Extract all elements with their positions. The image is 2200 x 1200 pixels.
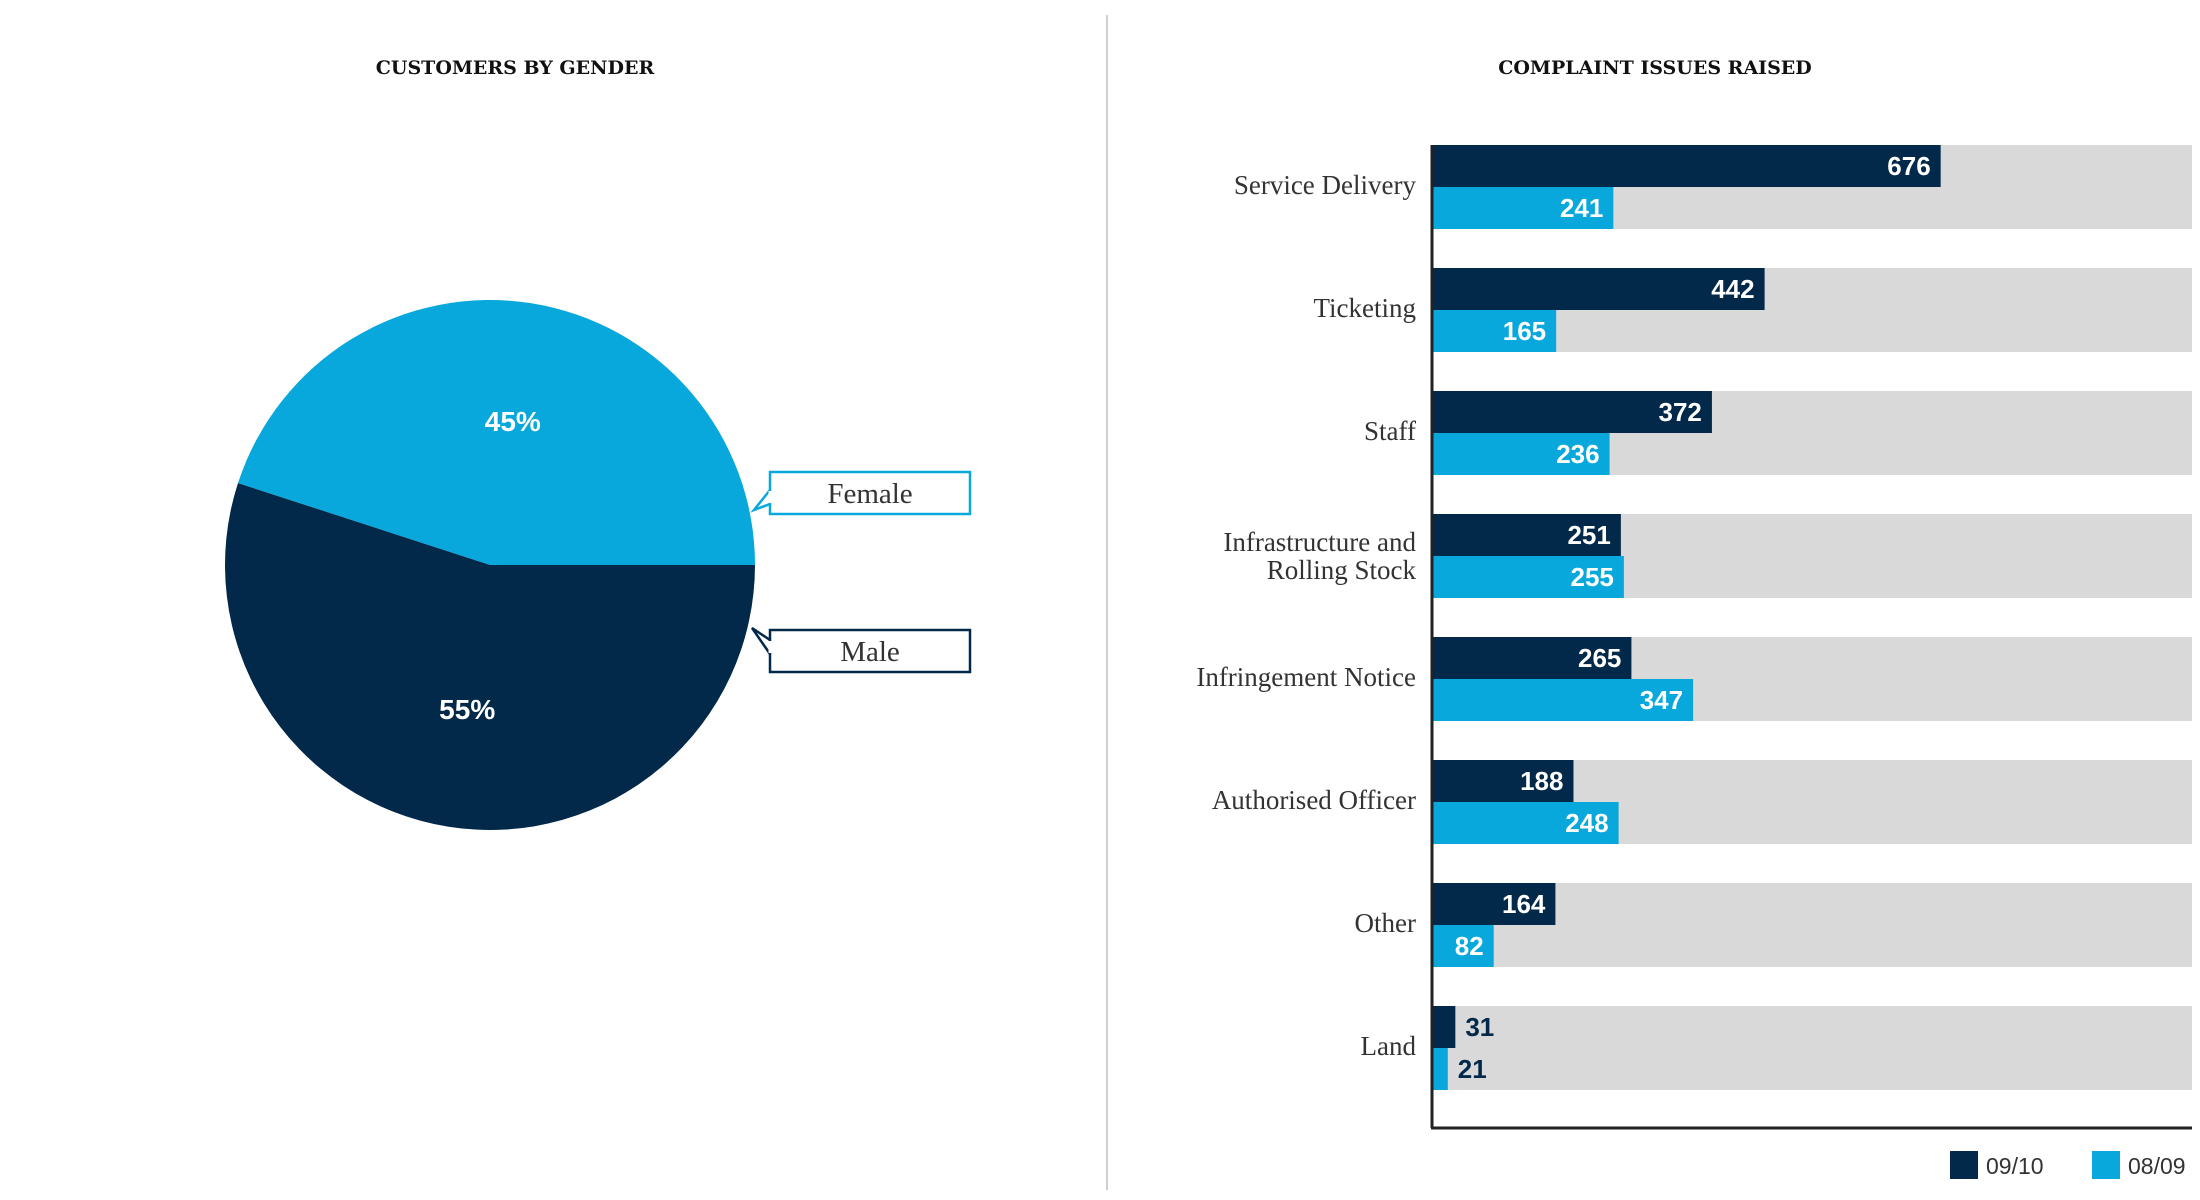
- bar-09-10: [1432, 883, 1556, 925]
- category-label: Rolling Stock: [1267, 555, 1417, 585]
- bar-value-label: 251: [1567, 520, 1610, 550]
- bar-09-10: [1432, 1006, 1456, 1048]
- category-label: Authorised Officer: [1212, 785, 1416, 815]
- callout-pointer: [750, 626, 772, 655]
- bar-08-09: [1432, 310, 1557, 352]
- pie-percent-label: 55%: [439, 694, 495, 725]
- bar-09-10: [1432, 514, 1621, 556]
- category-label: Infringement Notice: [1196, 662, 1416, 692]
- bar-value-label: 255: [1570, 562, 1613, 592]
- bar-09-10: [1432, 391, 1712, 433]
- category-label: Service Delivery: [1234, 170, 1417, 200]
- bar-value-label: 236: [1556, 439, 1599, 469]
- category-label: Other: [1355, 908, 1416, 938]
- complaints-bar-panel: COMPLAINT ISSUES RAISED 676 241 442 165 372 2…: [1196, 57, 2192, 1179]
- bar-09-10: [1432, 637, 1632, 679]
- bar-09-10: [1432, 268, 1765, 310]
- legend-label: 09/10: [1986, 1153, 2044, 1179]
- category-label: Land: [1361, 1031, 1417, 1061]
- bar-value-label: 372: [1659, 397, 1702, 427]
- callout-pointer: [750, 489, 771, 513]
- pie-slices: [225, 299, 756, 830]
- bar-legend: 09/10 08/09: [1950, 1151, 2186, 1179]
- bar-value-label: 442: [1711, 274, 1754, 304]
- legend-label: 08/09: [2128, 1153, 2186, 1179]
- bar-value-label: 676: [1887, 151, 1930, 181]
- callout-label-female: Female: [827, 478, 912, 510]
- bar-08-09: [1432, 433, 1610, 475]
- bar-09-10: [1432, 145, 1941, 187]
- bar-value-label: 21: [1458, 1054, 1487, 1084]
- pie-slice-male: [225, 483, 756, 830]
- bar-axes: [1430, 145, 2192, 1130]
- bar-09-10: [1432, 760, 1574, 802]
- pie-callouts: Female Male: [750, 470, 972, 674]
- category-label: Ticketing: [1313, 293, 1416, 323]
- pie-slice-female: [237, 299, 755, 565]
- bar-value-label: 188: [1520, 766, 1563, 796]
- callout-label-male: Male: [840, 636, 900, 668]
- bar-value-label: 248: [1565, 808, 1608, 838]
- bar-08-09: [1432, 679, 1694, 721]
- category-label: Infrastructure and: [1223, 527, 1416, 557]
- bar-08-09: [1432, 802, 1619, 844]
- bar-value-label: 82: [1455, 931, 1484, 961]
- bar-value-label: 241: [1560, 193, 1603, 223]
- bar-value-label: 265: [1578, 643, 1621, 673]
- bar-value-label: 347: [1640, 685, 1683, 715]
- bar-track: [1432, 883, 2192, 967]
- pie-title: CUSTOMERS BY GENDER: [376, 57, 655, 79]
- bar-value-label: 165: [1503, 316, 1546, 346]
- legend-swatch-08-09: [2092, 1151, 2120, 1179]
- bar-08-09: [1432, 1048, 1448, 1090]
- bar-value-label: 31: [1465, 1012, 1494, 1042]
- category-label: Staff: [1364, 416, 1416, 446]
- pie-labels: 45% 55%: [439, 406, 541, 725]
- pie-percent-label: 45%: [485, 406, 541, 437]
- bar-08-09: [1432, 187, 1614, 229]
- gender-pie-panel: CUSTOMERS BY GENDER 45% 55% Female Male: [225, 57, 972, 830]
- legend-swatch-09-10: [1950, 1151, 1978, 1179]
- callout-box-male: [768, 628, 972, 674]
- bar-track: [1432, 1006, 2192, 1090]
- bar-08-09: [1432, 925, 1494, 967]
- bar-title: COMPLAINT ISSUES RAISED: [1498, 57, 1812, 79]
- category-labels: Service Delivery Ticketing Staff Infrastruc…: [1196, 170, 1416, 1061]
- bar-08-09: [1432, 556, 1624, 598]
- bar-value-label: 164: [1502, 889, 1546, 919]
